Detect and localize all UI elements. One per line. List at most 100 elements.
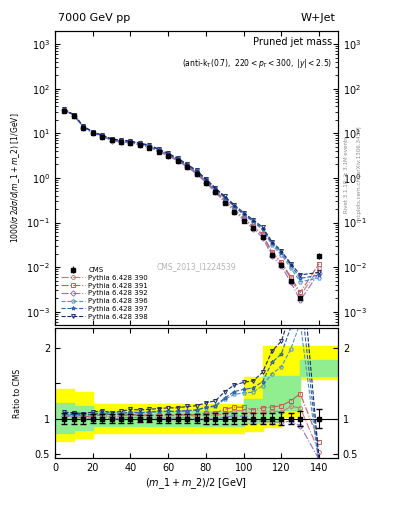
Pythia 6.428 398 [288,261,293,267]
Pythia 6.428 392 [166,153,171,159]
Pythia 6.428 391 [72,112,76,118]
Pythia 6.428 397 [222,195,227,201]
Pythia 6.428 396 [128,138,133,144]
Pythia 6.428 392 [90,130,95,136]
Pythia 6.428 398 [270,239,274,245]
Text: W+Jet: W+Jet [300,13,335,24]
Pythia 6.428 398 [241,209,246,216]
Pythia 6.428 392 [185,164,189,170]
Text: 7000 GeV pp: 7000 GeV pp [58,13,130,24]
Pythia 6.428 390 [241,216,246,222]
Pythia 6.428 391 [204,178,208,184]
Pythia 6.428 390 [279,261,284,267]
Pythia 6.428 392 [62,107,67,113]
Pythia 6.428 397 [100,133,105,139]
Pythia 6.428 397 [185,162,189,168]
Text: CMS_2013_I1224539: CMS_2013_I1224539 [157,262,236,271]
Pythia 6.428 390 [298,292,303,298]
Pythia 6.428 396 [156,147,161,153]
Pythia 6.428 396 [166,151,171,157]
Pythia 6.428 396 [90,129,95,135]
Legend: CMS, Pythia 6.428 390, Pythia 6.428 391, Pythia 6.428 392, Pythia 6.428 396, Pyt: CMS, Pythia 6.428 390, Pythia 6.428 391,… [59,265,150,322]
Pythia 6.428 390 [232,207,237,214]
Pythia 6.428 396 [72,112,76,118]
Pythia 6.428 398 [119,137,123,143]
Text: mcplots.cern.ch [arXiv:1306.3436]: mcplots.cern.ch [arXiv:1306.3436] [357,126,362,222]
Pythia 6.428 391 [279,259,284,265]
Pythia 6.428 392 [175,158,180,164]
Pythia 6.428 390 [260,232,265,238]
Pythia 6.428 391 [147,143,152,150]
Pythia 6.428 398 [175,155,180,161]
Pythia 6.428 391 [109,137,114,143]
Pythia 6.428 397 [156,147,161,153]
Y-axis label: $1000/\sigma\,2d\sigma/d(m\_1 + m\_2)$ [1/GeV]: $1000/\sigma\,2d\sigma/d(m\_1 + m\_2)$ [… [10,113,22,243]
Pythia 6.428 396 [298,279,303,285]
Text: $(\mathrm{anti\text{-}k_T}(0.7),\ 220{<}p_T{<}300,\ |y|{<}2.5)$: $(\mathrm{anti\text{-}k_T}(0.7),\ 220{<}… [182,57,332,70]
Pythia 6.428 396 [232,203,237,209]
Pythia 6.428 396 [185,162,189,168]
Pythia 6.428 392 [72,113,76,119]
Pythia 6.428 392 [222,199,227,205]
Pythia 6.428 396 [279,251,284,258]
Pythia 6.428 391 [90,130,95,136]
Pythia 6.428 392 [194,170,199,177]
Pythia 6.428 390 [317,265,321,271]
Pythia 6.428 396 [62,106,67,113]
Pythia 6.428 397 [251,218,255,224]
Pythia 6.428 397 [298,275,303,282]
Pythia 6.428 397 [279,250,284,256]
Pythia 6.428 391 [100,133,105,139]
Text: Pruned jet mass: Pruned jet mass [253,37,332,47]
Pythia 6.428 392 [156,148,161,155]
Pythia 6.428 391 [260,231,265,237]
Pythia 6.428 392 [279,263,284,269]
Pythia 6.428 392 [288,279,293,285]
Pythia 6.428 391 [185,163,189,169]
Pythia 6.428 397 [90,129,95,135]
Pythia 6.428 390 [194,170,199,176]
Pythia 6.428 392 [81,124,86,131]
Pythia 6.428 397 [166,151,171,157]
Pythia 6.428 398 [213,185,218,191]
Pythia 6.428 398 [298,272,303,278]
Pythia 6.428 398 [232,202,237,208]
Pythia 6.428 391 [270,249,274,255]
Pythia 6.428 390 [270,250,274,256]
Pythia 6.428 396 [81,123,86,130]
Pythia 6.428 396 [138,141,142,147]
Pythia 6.428 391 [62,108,67,114]
Pythia 6.428 390 [213,188,218,195]
Pythia 6.428 397 [138,141,142,147]
Pythia 6.428 392 [119,139,123,145]
Pythia 6.428 391 [288,274,293,280]
Pythia 6.428 390 [128,139,133,145]
Pythia 6.428 390 [288,275,293,282]
Pythia 6.428 390 [62,108,67,114]
Pythia 6.428 397 [232,203,237,209]
Pythia 6.428 391 [232,206,237,212]
Pythia 6.428 390 [222,198,227,204]
Pythia 6.428 397 [147,143,152,149]
Pythia 6.428 396 [147,143,152,149]
Pythia 6.428 391 [119,138,123,144]
Pythia 6.428 391 [81,124,86,130]
Line: Pythia 6.428 390: Pythia 6.428 390 [62,109,321,297]
Pythia 6.428 390 [175,157,180,163]
Pythia 6.428 391 [194,169,199,176]
Pythia 6.428 392 [100,134,105,140]
Pythia 6.428 396 [222,195,227,201]
Pythia 6.428 398 [185,161,189,167]
Pythia 6.428 398 [128,138,133,144]
Pythia 6.428 398 [72,112,76,118]
Pythia 6.428 398 [90,129,95,135]
Pythia 6.428 390 [90,130,95,136]
Pythia 6.428 398 [222,194,227,200]
Pythia 6.428 398 [166,151,171,157]
Pythia 6.428 397 [260,225,265,231]
Line: Pythia 6.428 391: Pythia 6.428 391 [62,109,321,294]
Pythia 6.428 390 [204,179,208,185]
Pythia 6.428 398 [147,142,152,148]
Pythia 6.428 397 [109,136,114,142]
Line: Pythia 6.428 396: Pythia 6.428 396 [62,108,321,284]
